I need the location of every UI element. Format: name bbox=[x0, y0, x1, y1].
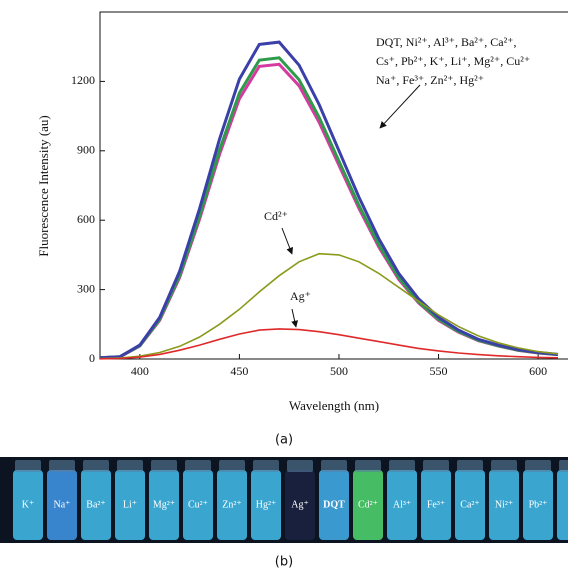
line-series bbox=[100, 252, 559, 360]
annotation: Na⁺, Fe³⁺, Zn²⁺, Hg²⁺ bbox=[376, 73, 484, 87]
vial-cap bbox=[457, 460, 483, 472]
vial-cap bbox=[185, 460, 211, 472]
x-tick-label: 450 bbox=[230, 364, 248, 378]
vial bbox=[455, 470, 485, 540]
annotation-arrow bbox=[379, 84, 421, 129]
vial bbox=[13, 470, 43, 540]
vial bbox=[285, 470, 315, 540]
vial-cap bbox=[321, 460, 347, 472]
y-tick-label: 300 bbox=[77, 281, 95, 295]
vial-cap bbox=[559, 460, 568, 472]
annotation: Ag⁺ bbox=[290, 289, 311, 303]
vial-cap bbox=[15, 460, 41, 472]
y-tick-label: 1200 bbox=[71, 73, 95, 87]
vial-cap bbox=[355, 460, 381, 472]
vial-label: K⁺ bbox=[22, 499, 35, 510]
vial-cap bbox=[83, 460, 109, 472]
vial bbox=[557, 470, 568, 540]
x-tick-label: 550 bbox=[430, 364, 448, 378]
caption: (b) bbox=[275, 555, 293, 570]
plot-frame bbox=[99, 11, 568, 360]
vial-label: Ag⁺ bbox=[291, 499, 309, 510]
line-series bbox=[100, 62, 559, 360]
vial bbox=[523, 470, 553, 540]
vial bbox=[319, 470, 349, 540]
vial-cap bbox=[423, 460, 449, 472]
vial-label: Ni²⁺ bbox=[495, 499, 513, 510]
vial-cap bbox=[525, 460, 551, 472]
annotation: Cd²⁺ bbox=[264, 209, 288, 223]
vial bbox=[387, 470, 417, 540]
vial-label: Hg²⁺ bbox=[256, 499, 277, 510]
vial bbox=[47, 470, 77, 540]
vial bbox=[115, 470, 145, 540]
vial-cap bbox=[151, 460, 177, 472]
vial-cap bbox=[253, 460, 279, 472]
vial bbox=[489, 470, 519, 540]
vial bbox=[183, 470, 213, 540]
plot-area bbox=[100, 40, 559, 360]
caption: (a) bbox=[275, 433, 293, 448]
vial-label: Al³⁺ bbox=[393, 499, 411, 510]
annotation-arrow bbox=[291, 308, 299, 328]
vial-label: Mg²⁺ bbox=[153, 499, 175, 510]
vial-cap bbox=[287, 460, 313, 472]
vial bbox=[251, 470, 281, 540]
annotation: Cs⁺, Pb²⁺, K⁺, Li⁺, Mg²⁺, Cu²⁺ bbox=[376, 54, 530, 68]
y-tick-label: 600 bbox=[77, 212, 95, 226]
line-series bbox=[100, 328, 559, 360]
x-tick-label: 400 bbox=[131, 364, 149, 378]
vial-label: Pb²⁺ bbox=[529, 499, 548, 510]
vial bbox=[81, 470, 111, 540]
vial-cap bbox=[49, 460, 75, 472]
vial-cap bbox=[389, 460, 415, 472]
line-series bbox=[100, 56, 559, 360]
vial bbox=[353, 470, 383, 540]
line-series bbox=[100, 40, 559, 360]
x-tick-label: 600 bbox=[529, 364, 547, 378]
vial-cap bbox=[117, 460, 143, 472]
annotation-arrow bbox=[281, 227, 294, 255]
vial-label: Fe³⁺ bbox=[427, 499, 445, 510]
vial-cap bbox=[491, 460, 517, 472]
y-tick-label: 900 bbox=[77, 143, 95, 157]
x-axis-title: Wavelength (nm) bbox=[289, 398, 379, 413]
vial-label: DQT bbox=[323, 499, 345, 510]
x-tick-label: 500 bbox=[330, 364, 348, 378]
annotation: DQT, Ni²⁺, Al³⁺, Ba²⁺, Ca²⁺, bbox=[376, 35, 517, 49]
y-axis-title: Fluorescence Intensity (au) bbox=[36, 115, 51, 257]
vial-cap bbox=[219, 460, 245, 472]
vial-label: Cu²⁺ bbox=[188, 499, 208, 510]
vial bbox=[421, 470, 451, 540]
y-tick-label: 0 bbox=[89, 351, 95, 365]
vial-label: Zn²⁺ bbox=[222, 499, 241, 510]
vial-label: Li⁺ bbox=[123, 499, 137, 510]
vial-label: Cd²⁺ bbox=[358, 499, 378, 510]
vial-label: Ca²⁺ bbox=[460, 499, 479, 510]
vial-label: Ba²⁺ bbox=[86, 499, 105, 510]
vial bbox=[149, 470, 179, 540]
vial bbox=[217, 470, 247, 540]
vial-label: Na⁺ bbox=[54, 499, 71, 510]
